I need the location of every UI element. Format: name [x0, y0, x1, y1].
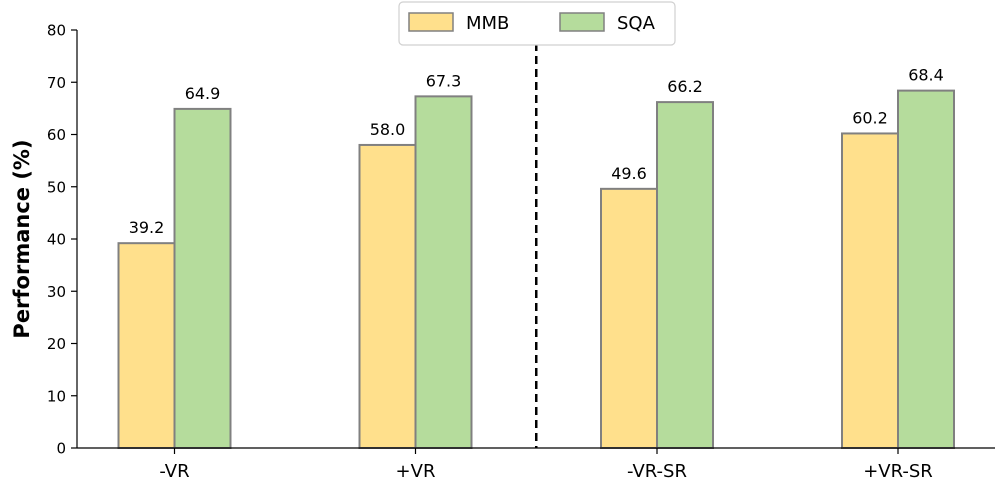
bar-sqa-1: [173, 107, 232, 450]
y-tick-label: 20: [47, 335, 66, 353]
y-tick-label: 70: [47, 74, 66, 92]
y-tick-label: 10: [47, 387, 66, 405]
x-tick-label: -VR: [159, 461, 189, 482]
data-label-mmb-1: 39.2: [129, 218, 165, 237]
x-tick-label: +VR-SR: [863, 461, 933, 482]
y-tick-label: 60: [47, 126, 66, 144]
bars-group: [117, 89, 955, 450]
y-tick-label: 80: [47, 22, 66, 40]
bar-mmb-3: [600, 187, 658, 449]
bar-sqa-4: [897, 89, 955, 450]
x-tick-label: -VR-SR: [627, 461, 687, 482]
data-label-sqa-2: 67.3: [426, 71, 462, 90]
y-tick-label: 30: [47, 283, 66, 301]
x-tick-label: +VR: [396, 461, 436, 482]
x-ticks-group: -VR +VR -VR-SR +VR-SR: [159, 448, 933, 482]
y-axis-label: Performance (%): [10, 139, 34, 338]
data-label-mmb-2: 58.0: [370, 120, 406, 139]
legend-swatch-mmb: [408, 12, 454, 32]
legend: MMB SQA: [398, 1, 676, 46]
bar-mmb-1: [117, 242, 176, 449]
axes-group: 0 10 20 30 40 50 60 70 80 -VR +VR -VR-SR +VR-SR: [47, 22, 995, 482]
bar-mmb-2: [358, 143, 417, 449]
y-tick-label: 40: [47, 231, 66, 249]
y-ticks-group: 0 10 20 30 40 50 60 70 80: [47, 22, 77, 458]
data-label-sqa-1: 64.9: [185, 84, 221, 103]
data-label-mmb-4: 60.2: [852, 108, 888, 127]
data-labels-group: 39.2 58.0 49.6 60.2 64.9 67.3 66.2 68.4: [129, 66, 944, 238]
data-label-sqa-4: 68.4: [908, 66, 944, 85]
legend-label-sqa: SQA: [617, 13, 656, 34]
data-label-mmb-3: 49.6: [611, 164, 647, 183]
y-tick-label: 0: [56, 440, 66, 458]
legend-label-mmb: MMB: [466, 13, 509, 34]
bar-sqa-3: [656, 101, 714, 449]
legend-box: [398, 1, 676, 46]
y-tick-label: 50: [47, 178, 66, 196]
bar-mmb-4: [841, 132, 899, 450]
data-label-sqa-3: 66.2: [667, 77, 703, 96]
legend-swatch-sqa: [559, 12, 605, 32]
bar-sqa-2: [414, 95, 473, 449]
